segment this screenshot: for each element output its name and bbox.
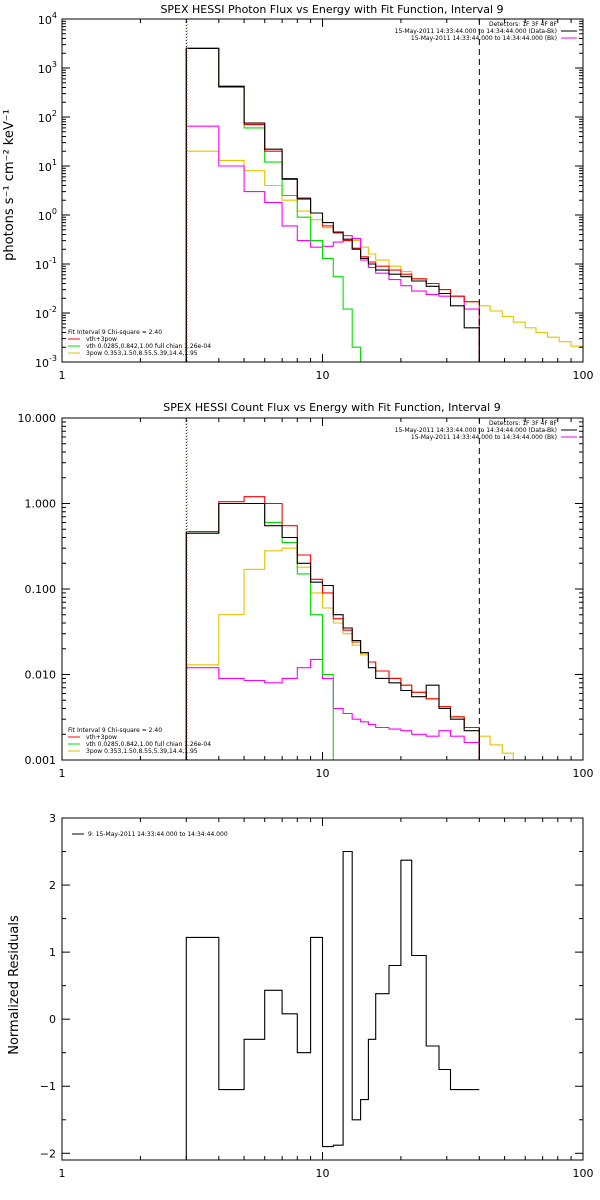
y-tick-label: 0.001	[25, 754, 57, 767]
legend-bottom-left-text: 3pow 0.353,1.50,8.55,5.39,14.4,1.95	[86, 748, 198, 755]
y-tick-label: 100	[38, 207, 57, 223]
panel3-ylabel: Normalized Residuals	[7, 915, 22, 1055]
panel2-title: SPEX HESSI Count Flux vs Energy with Fit…	[163, 401, 500, 414]
legend-bottom-left-text: Fit Interval 9 Chi-square = 2.40	[68, 727, 162, 734]
legend-bottom-left-text: vth+3pow	[86, 336, 117, 343]
panel1-title: SPEX HESSI Photon Flux vs Energy with Fi…	[160, 3, 503, 16]
y-tick-label: 0.100	[25, 583, 57, 596]
legend-top-right-text: Detectors: 1F 3F 4F 8F	[489, 420, 558, 427]
series-data-bk-line	[185, 502, 480, 760]
series-group	[185, 496, 548, 760]
series-data-bk-line	[185, 47, 480, 362]
y-tick-label: −1	[40, 1080, 56, 1093]
y-tick-label: 1	[49, 946, 56, 959]
panel1-plot: 1 10 100 10-3 10-2 10-1 100 101 102 103 104 Detecto…	[35, 11, 593, 382]
legend-top-left-text: 9: 15-May-2011 14:33:44.000 to 14:34:44.…	[88, 831, 228, 838]
series-vth-line	[185, 502, 344, 760]
series-3pow-line	[185, 150, 583, 362]
series-vth-line	[185, 47, 362, 362]
legend-bottom-left-text: Fit Interval 9 Chi-square = 2.40	[68, 329, 162, 336]
y-tick-label: 0	[49, 1013, 56, 1026]
legend-bottom-left-text: vth 0.0285,0.842,1.00 full chian 1.26e-0…	[86, 343, 211, 350]
series-group	[185, 47, 583, 362]
y-tick-label: 104	[38, 11, 57, 27]
y-tick-label: 10.000	[18, 412, 57, 425]
x-tick-label: 1	[59, 1167, 66, 1180]
y-tick-label: 10-2	[35, 305, 57, 321]
x-tick-label: 1	[59, 767, 66, 780]
plot-frame	[61, 18, 584, 363]
y-tick-label: 103	[38, 60, 57, 76]
x-tick-label: 1	[59, 369, 66, 382]
series-vth-3pow-line	[185, 496, 480, 760]
x-tick-label: 100	[573, 767, 594, 780]
series-bk-line	[185, 125, 480, 362]
legend-bottom-left-text: vth+3pow	[86, 734, 117, 741]
y-tick-label: 101	[38, 158, 57, 174]
y-tick-label: 102	[38, 109, 57, 125]
x-tick-label: 100	[573, 1167, 594, 1180]
y-tick-label: 0.010	[25, 669, 57, 682]
legend-top-right-text: 15-May-2011 14:33:44.000 to 14:34:44.000…	[411, 434, 557, 441]
y-tick-label: 10-3	[35, 354, 57, 370]
y-tick-label: 2	[49, 879, 56, 892]
series-bk-line	[185, 658, 480, 760]
series-residuals-line	[185, 850, 480, 1160]
y-tick-label: −2	[40, 1147, 56, 1160]
y-tick-label: 10-1	[35, 256, 57, 272]
legend-top-right-text: Detectors: 1F 3F 4F 8F	[489, 21, 558, 28]
panel3-plot: 1 10 100 −2 −1 0 1 2 3 9: 15-May-2011 14:33:44.00…	[40, 812, 594, 1180]
legend-top-right-text: 15-May-2011 14:33:44.000 to 14:34:44.000…	[411, 35, 557, 42]
x-tick-label: 10	[316, 369, 330, 382]
legend-top-right-text: 15-May-2011 14:33:44.000 to 14:34:44.000…	[395, 28, 557, 35]
panel1-ylabel: photons s⁻¹ cm⁻² keV⁻¹	[2, 109, 17, 261]
y-tick-label: 3	[49, 812, 56, 825]
x-tick-label: 10	[316, 767, 330, 780]
series-vth-3pow-line	[185, 47, 480, 362]
series-group	[185, 850, 480, 1160]
x-tick-label: 10	[316, 1167, 330, 1180]
y-tick-label: 1.000	[25, 498, 57, 511]
series-3pow-line	[185, 547, 548, 760]
legend-bottom-left-text: vth 0.0285,0.842,1.00 full chian 1.26e-0…	[86, 741, 211, 748]
x-tick-label: 100	[573, 369, 594, 382]
legend-top-right-text: 15-May-2011 14:33:44.000 to 14:34:44.000…	[395, 427, 557, 434]
legend-bottom-left-text: 3pow 0.353,1.50,8.55,5.39,14.4,1.95	[86, 350, 198, 357]
panel2-plot: 1 10 100 0.001 0.010 0.100 1.000 10.000 Detector…	[18, 412, 594, 780]
